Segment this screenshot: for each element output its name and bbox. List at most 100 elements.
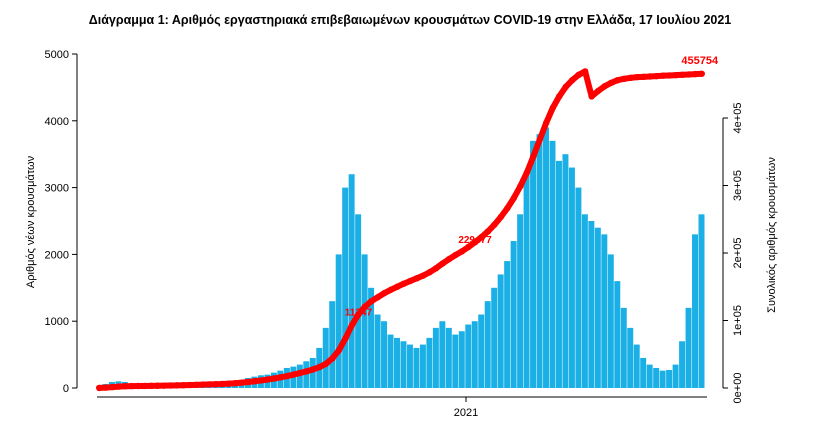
cumulative-point (342, 335, 349, 342)
cumulative-point (458, 248, 466, 255)
cumulative-point (316, 363, 323, 371)
cumulative-point (575, 71, 582, 79)
cumulative-point (581, 68, 589, 75)
cumulative-point (601, 83, 608, 90)
cumulative-point (419, 272, 427, 279)
cumulative-line-series (96, 68, 705, 392)
bar (666, 369, 673, 388)
bar (640, 357, 647, 388)
bar (296, 364, 303, 388)
cumulative-point (692, 70, 699, 78)
y-tick-label: 5000 (45, 49, 69, 61)
cumulative-annotation: 229477 (458, 235, 492, 246)
cumulative-point (530, 153, 537, 160)
cumulative-point (497, 213, 505, 221)
cumulative-point (186, 381, 194, 389)
cumulative-point (504, 204, 511, 212)
cumulative-point (109, 383, 116, 391)
bar-series (96, 127, 705, 388)
cumulative-point (102, 384, 109, 391)
cumulative-point (614, 77, 621, 84)
cumulative-point (219, 380, 226, 388)
bar (555, 160, 562, 388)
cumulative-point (536, 136, 543, 143)
cumulative-point (562, 83, 569, 91)
cumulative-point (484, 228, 492, 235)
bar (381, 321, 388, 388)
bar (303, 361, 310, 388)
cumulative-point (407, 277, 414, 285)
cumulative-point (439, 260, 446, 267)
bar (413, 347, 420, 388)
bar (432, 327, 439, 388)
cumulative-point (374, 294, 382, 301)
bar (406, 344, 413, 388)
bar (536, 134, 543, 388)
cumulative-line (96, 68, 705, 391)
y2-tick-label: 4e+05 (732, 103, 744, 134)
bar (575, 187, 582, 388)
cumulative-point (543, 119, 550, 126)
cumulative-point (180, 382, 187, 389)
cumulative-point (685, 71, 692, 78)
bar (549, 140, 556, 388)
cumulative-point (329, 355, 336, 362)
bar (400, 341, 407, 388)
y2-tick-label: 0e+00 (732, 373, 744, 404)
y-axis-left: 0 1000 2000 3000 4000 5000 (45, 49, 78, 395)
y-tick-label: 4000 (45, 116, 69, 128)
bar (342, 187, 349, 388)
cumulative-point (290, 371, 297, 378)
cumulative-point (465, 243, 472, 251)
x-axis: 2021 (97, 396, 707, 419)
bar (478, 314, 485, 388)
bar (614, 281, 621, 388)
bar (361, 254, 368, 388)
bar (458, 331, 465, 388)
cumulative-point (199, 381, 207, 388)
bar (601, 234, 608, 388)
bar (581, 214, 588, 388)
bar (439, 321, 446, 388)
bar (497, 274, 504, 388)
bar (627, 327, 634, 388)
cumulative-point (348, 322, 356, 329)
bar (588, 221, 595, 388)
cumulative-point (173, 382, 181, 389)
bar (530, 140, 537, 388)
y-tick-label: 3000 (45, 183, 69, 195)
bar (685, 307, 692, 388)
cumulative-point (523, 169, 531, 176)
cumulative-point (646, 73, 654, 80)
cumulative-point (283, 372, 291, 380)
cumulative-annotation: 11347 (345, 307, 373, 318)
cumulative-point (698, 70, 705, 77)
bar (394, 337, 400, 388)
cumulative-point (212, 381, 220, 388)
cumulative-point (633, 73, 641, 81)
chart-title: Διάγραμμα 1: Αριθμός εργαστηριακά επιβεβ… (89, 13, 732, 27)
bar (387, 334, 394, 388)
cumulative-point (303, 368, 310, 375)
cumulative-point (653, 72, 660, 80)
cumulative-point (620, 75, 628, 83)
bar (329, 301, 336, 388)
bar (698, 214, 705, 388)
bar (679, 341, 686, 388)
cumulative-point (491, 221, 498, 228)
bar (620, 307, 627, 388)
bar (568, 167, 575, 388)
cumulative-point (141, 382, 148, 390)
cumulative-point (568, 77, 576, 84)
cumulative-point (277, 374, 284, 381)
bar (374, 314, 381, 388)
cumulative-point (413, 275, 420, 282)
y-axis-label: Αριθμός νέων κρουσμάτων (25, 155, 37, 288)
cumulative-point (251, 378, 258, 385)
bar (672, 364, 679, 388)
bar (491, 287, 498, 388)
bar (335, 254, 342, 388)
cumulative-point (672, 71, 680, 79)
y2-axis-label: Συνολικός αριθμός κρουσμάτων (766, 157, 778, 313)
